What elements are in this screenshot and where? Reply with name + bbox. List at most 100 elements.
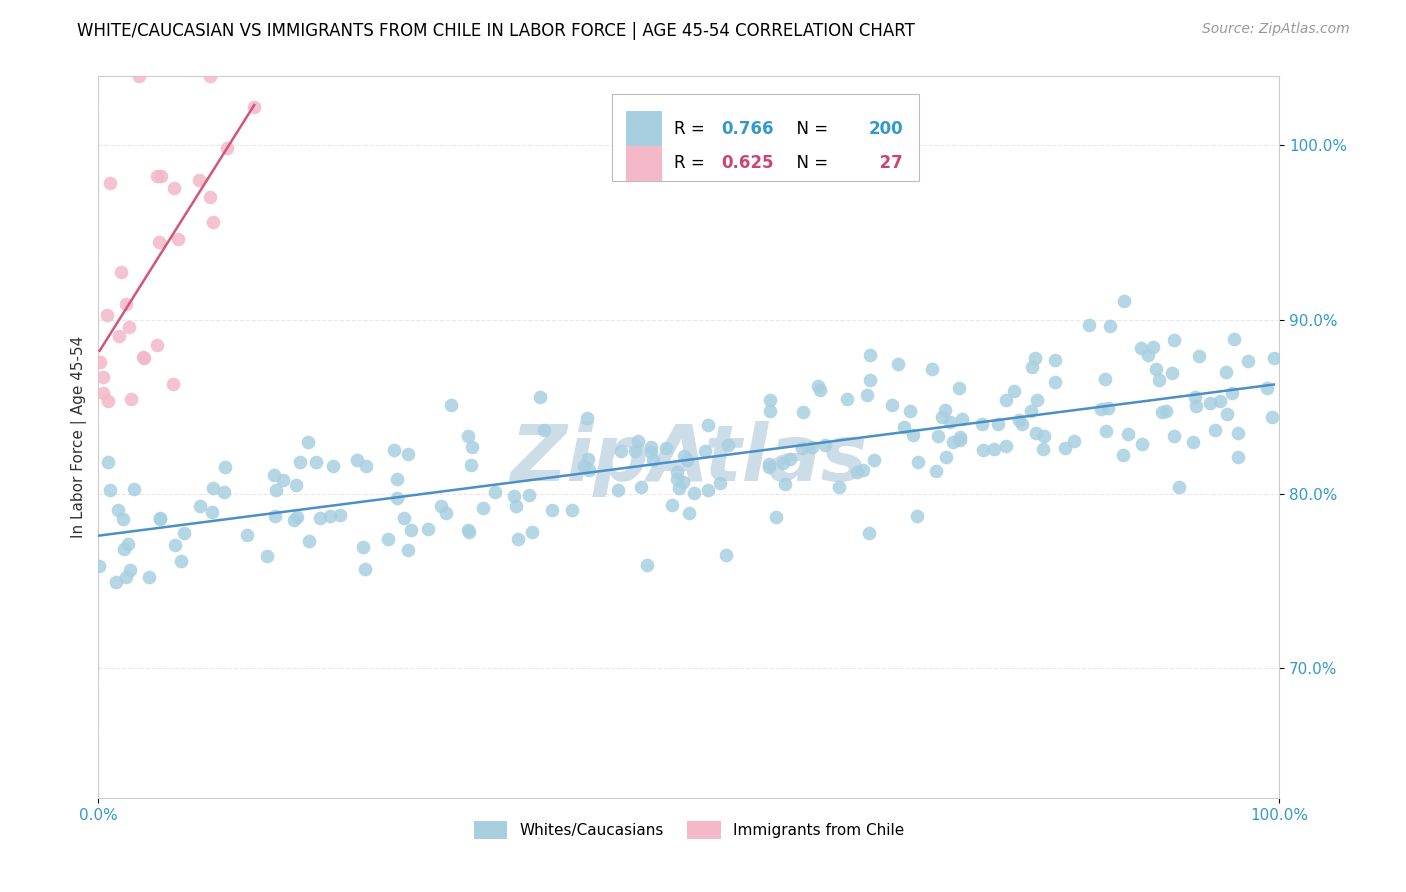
Point [1032, 442, 1054, 456]
Point [458, 525, 481, 540]
Point [1129, 341, 1152, 355]
Point [148, 235, 170, 249]
Point [149, 511, 172, 525]
Text: R =: R = [673, 120, 710, 137]
Point [758, 457, 780, 471]
Point [1142, 340, 1164, 354]
Point [385, 491, 408, 505]
Point [995, 393, 1018, 408]
Point [775, 476, 797, 491]
Point [1078, 318, 1101, 333]
Point [640, 445, 662, 459]
Point [1025, 426, 1047, 441]
Point [502, 489, 524, 503]
Point [859, 348, 882, 362]
Point [318, 509, 340, 524]
Point [905, 508, 928, 523]
Point [145, 169, 167, 184]
Point [1181, 434, 1204, 449]
Point [949, 430, 972, 444]
Point [800, 440, 823, 454]
Point [1154, 404, 1177, 418]
Point [87, 559, 110, 574]
Point [484, 484, 506, 499]
Text: 0.766: 0.766 [721, 120, 773, 137]
Point [115, 570, 138, 584]
Point [1261, 409, 1284, 424]
Point [1168, 480, 1191, 494]
Point [533, 424, 555, 438]
Point [623, 444, 645, 458]
Point [1019, 404, 1042, 418]
Point [1090, 402, 1112, 417]
Point [1032, 429, 1054, 443]
Point [202, 215, 225, 229]
Point [377, 532, 399, 546]
Point [138, 570, 160, 584]
Point [354, 562, 377, 576]
Point [1204, 423, 1226, 437]
Point [396, 543, 419, 558]
Point [1144, 362, 1167, 376]
Point [112, 541, 135, 556]
Point [201, 506, 224, 520]
Point [1216, 407, 1239, 421]
Point [576, 411, 599, 425]
Point [97, 394, 120, 409]
Point [921, 361, 943, 376]
Point [1112, 448, 1135, 462]
Point [668, 481, 690, 495]
Point [1185, 399, 1208, 413]
Point [188, 499, 211, 513]
Point [900, 404, 922, 418]
Point [1097, 401, 1119, 415]
Text: Source: ZipAtlas.com: Source: ZipAtlas.com [1202, 22, 1350, 37]
Point [709, 475, 731, 490]
Point [243, 100, 266, 114]
Point [146, 338, 169, 352]
Point [934, 403, 956, 417]
Point [128, 69, 150, 83]
Point [1053, 441, 1076, 455]
Point [948, 381, 970, 395]
Point [91, 370, 114, 384]
Text: WHITE/CAUCASIAN VS IMMIGRANTS FROM CHILE IN LABOR FORCE | AGE 45-54 CORRELATION : WHITE/CAUCASIAN VS IMMIGRANTS FROM CHILE… [77, 22, 915, 40]
Point [457, 429, 479, 443]
Point [925, 464, 948, 478]
Point [1184, 390, 1206, 404]
Point [1094, 372, 1116, 386]
Point [1021, 359, 1043, 374]
Point [1161, 366, 1184, 380]
Point [578, 463, 600, 477]
Point [271, 473, 294, 487]
Point [935, 450, 957, 464]
Point [200, 190, 222, 204]
Point [758, 460, 780, 475]
FancyBboxPatch shape [612, 94, 920, 180]
Point [522, 525, 544, 540]
Point [676, 453, 699, 467]
Point [837, 392, 859, 406]
Point [285, 509, 308, 524]
Point [696, 483, 718, 498]
Point [1112, 293, 1135, 308]
Point [118, 320, 141, 334]
Point [107, 329, 129, 343]
Point [808, 383, 831, 397]
Point [120, 563, 142, 577]
Point [385, 472, 408, 486]
Point [163, 180, 186, 194]
Point [880, 398, 903, 412]
Point [772, 456, 794, 470]
Bar [626, 112, 662, 146]
Point [661, 498, 683, 512]
Point [285, 478, 308, 492]
Point [1099, 318, 1122, 333]
Point [434, 507, 457, 521]
Point [352, 540, 374, 554]
Point [297, 435, 319, 450]
Point [117, 537, 139, 551]
Point [440, 398, 463, 412]
Point [508, 532, 530, 546]
Point [1256, 381, 1278, 395]
